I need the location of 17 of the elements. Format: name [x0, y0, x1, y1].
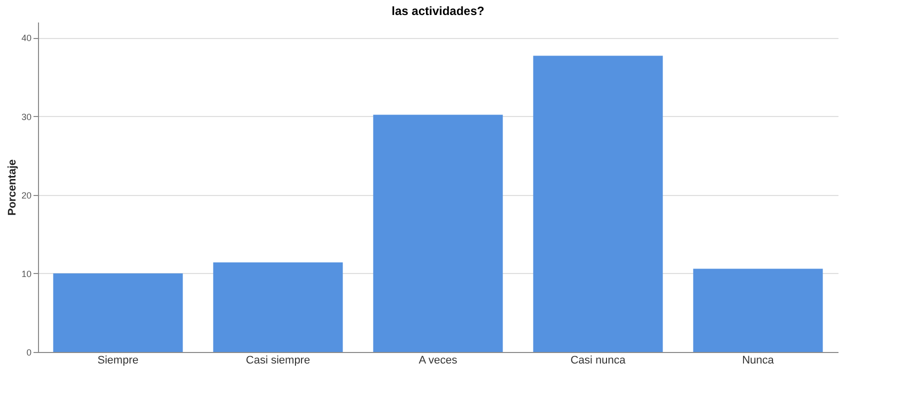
y-tick-label: 30 [21, 112, 32, 122]
bar [533, 56, 663, 352]
y-tick-label: 0 [26, 348, 32, 358]
bar [213, 262, 343, 352]
bar [373, 114, 503, 352]
x-tick-label: Siempre [98, 354, 138, 366]
y-tick-label: 40 [21, 33, 32, 44]
bar [693, 268, 823, 352]
bar [53, 273, 183, 352]
x-tick-label: Nunca [742, 354, 775, 366]
chart-title: las actividades? [392, 4, 484, 18]
x-tick-label: Casi nunca [570, 354, 626, 366]
x-tick-label: Casi siempre [246, 354, 310, 366]
y-axis-title: Porcentaje [6, 159, 18, 216]
x-tick-label: A veces [418, 354, 458, 366]
y-tick-label: 10 [21, 268, 32, 279]
y-tick-label: 20 [21, 190, 32, 200]
